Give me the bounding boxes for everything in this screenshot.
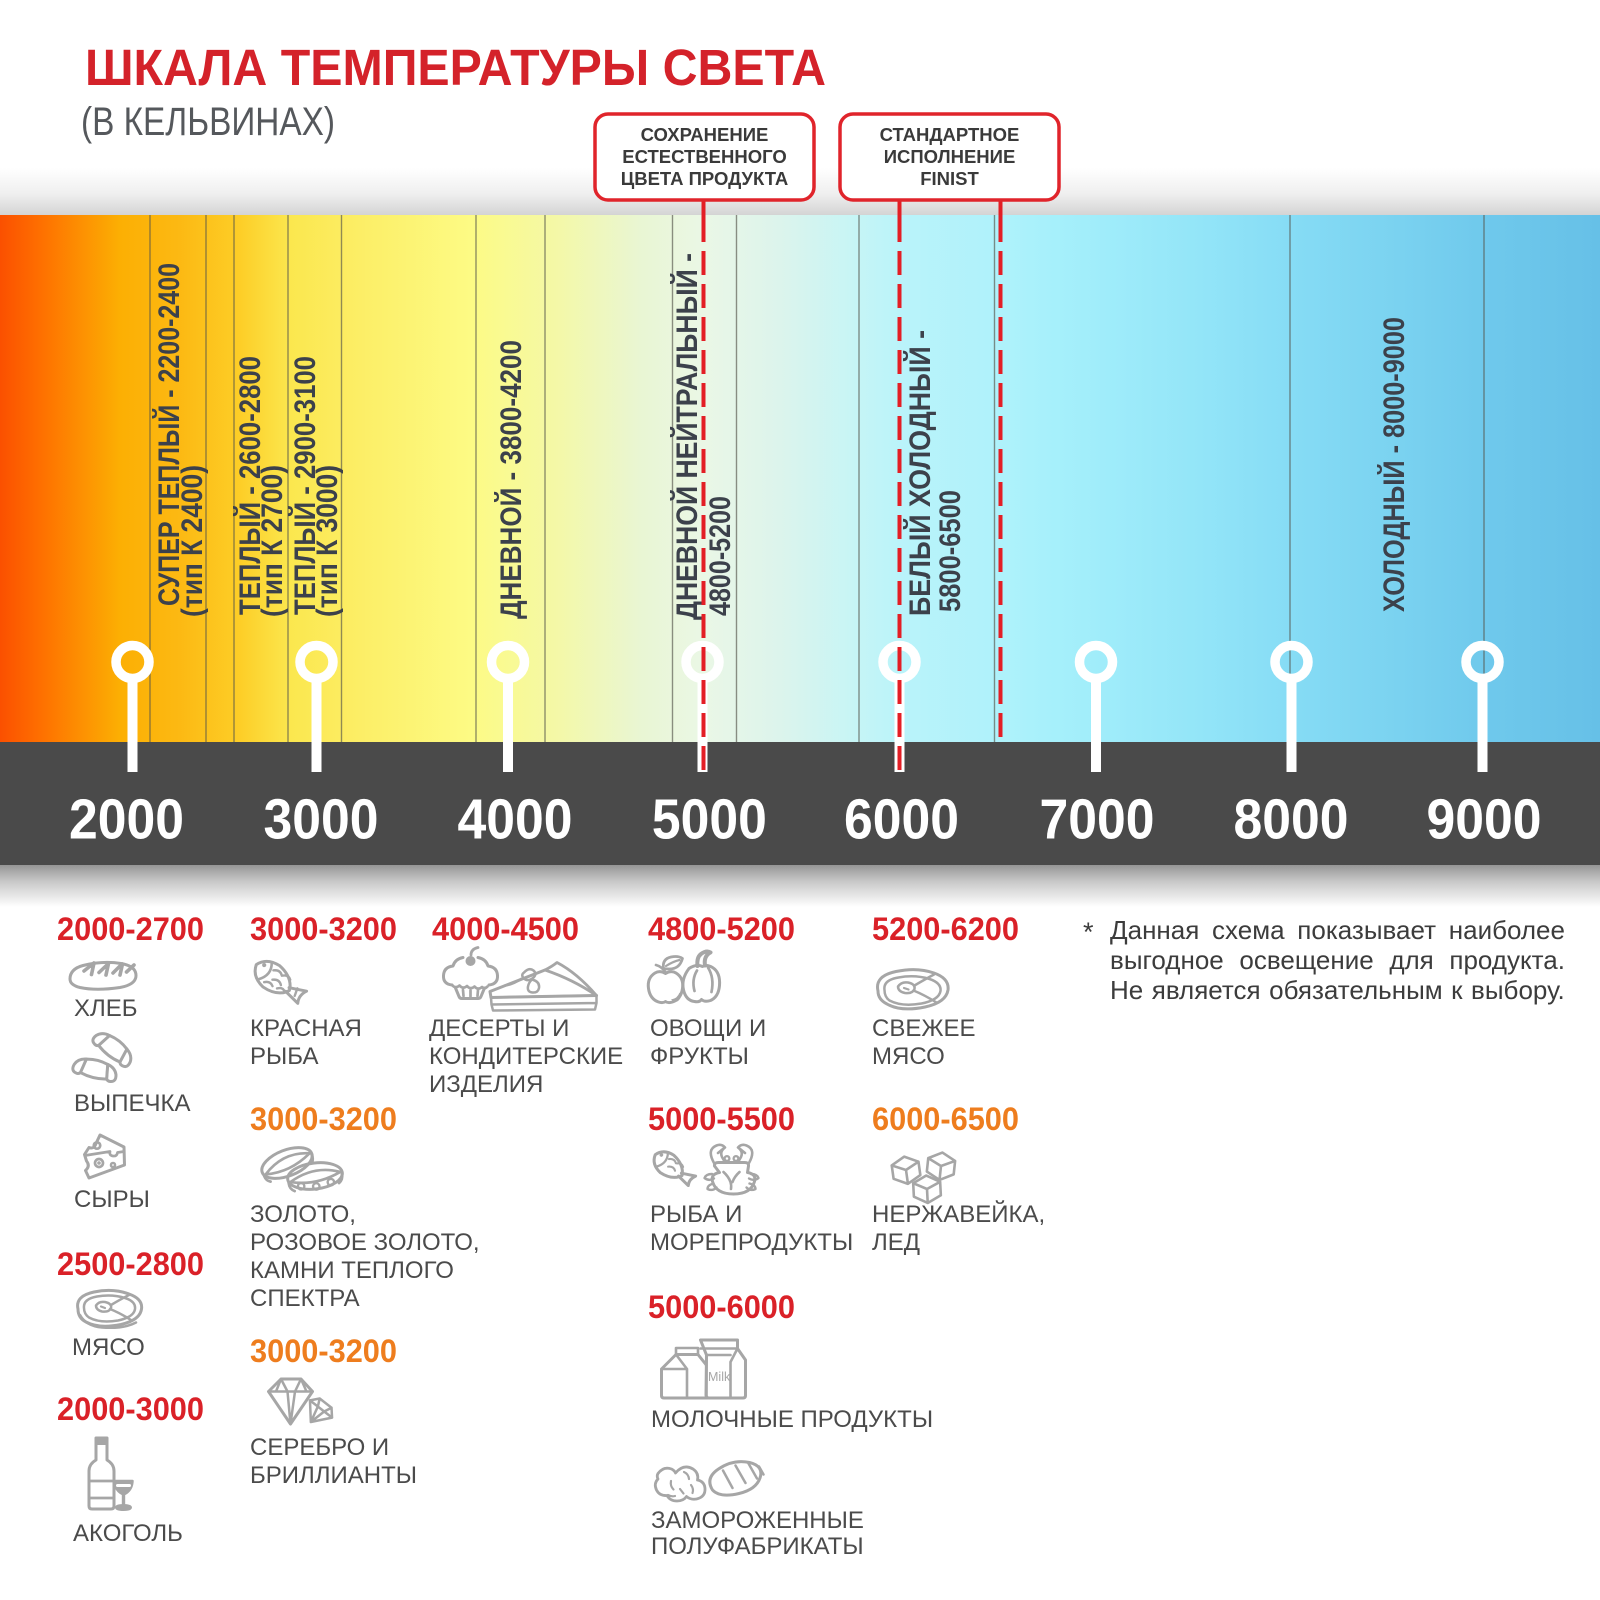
svg-text:4800-5200: 4800-5200 xyxy=(704,496,737,616)
svg-text:4800-5200: 4800-5200 xyxy=(648,911,795,947)
svg-text:КРАСНАЯ: КРАСНАЯ xyxy=(250,1015,362,1042)
svg-text:ЗАМОРОЖЕННЫЕ: ЗАМОРОЖЕННЫЕ xyxy=(651,1507,864,1534)
svg-text:ПОЛУФАБРИКАТЫ: ПОЛУФАБРИКАТЫ xyxy=(651,1533,864,1560)
svg-text:ИЗДЕЛИЯ: ИЗДЕЛИЯ xyxy=(429,1071,543,1098)
svg-text:(тип К 3000): (тип К 3000) xyxy=(311,465,344,617)
svg-text:3000-3200: 3000-3200 xyxy=(250,911,397,947)
svg-text:(тип К 2700): (тип К 2700) xyxy=(256,465,289,617)
svg-text:СТАНДАРТНОЕ: СТАНДАРТНОЕ xyxy=(880,124,1020,145)
svg-text:КАМНИ ТЕПЛОГО: КАМНИ ТЕПЛОГО xyxy=(250,1257,454,1284)
svg-text:РОЗОВОЕ ЗОЛОТО,: РОЗОВОЕ ЗОЛОТО, xyxy=(250,1229,480,1256)
svg-text:БЕЛЫЙ ХОЛОДНЫЙ -: БЕЛЫЙ ХОЛОДНЫЙ - xyxy=(903,330,937,616)
svg-text:ИСПОЛНЕНИЕ: ИСПОЛНЕНИЕ xyxy=(884,146,1016,167)
svg-text:*: * xyxy=(1083,917,1094,947)
svg-text:5000: 5000 xyxy=(652,788,767,852)
svg-text:АКОГОЛЬ: АКОГОЛЬ xyxy=(73,1520,183,1547)
svg-text:ДЕСЕРТЫ И: ДЕСЕРТЫ И xyxy=(429,1015,569,1042)
svg-text:2000-3000: 2000-3000 xyxy=(57,1391,204,1427)
svg-text:5000-5500: 5000-5500 xyxy=(648,1101,795,1137)
svg-text:Не является обязательным к выб: Не является обязательным к выбору. xyxy=(1110,975,1565,1005)
svg-text:8000: 8000 xyxy=(1234,788,1349,852)
svg-text:5800-6500: 5800-6500 xyxy=(934,490,967,612)
svg-text:ТЕПЛЫЙ - 2900-3100: ТЕПЛЫЙ - 2900-3100 xyxy=(288,356,322,615)
svg-text:ОВОЩИ И: ОВОЩИ И xyxy=(650,1015,766,1042)
svg-text:2000-2700: 2000-2700 xyxy=(57,911,204,947)
svg-text:ФРУКТЫ: ФРУКТЫ xyxy=(650,1043,749,1070)
svg-text:4000: 4000 xyxy=(458,788,573,852)
svg-text:МОРЕПРОДУКТЫ: МОРЕПРОДУКТЫ xyxy=(650,1229,853,1256)
svg-text:4000-4500: 4000-4500 xyxy=(432,911,579,947)
svg-text:5200-6200: 5200-6200 xyxy=(872,911,1019,947)
svg-text:СЫРЫ: СЫРЫ xyxy=(74,1186,150,1213)
svg-text:5000-6000: 5000-6000 xyxy=(648,1289,795,1325)
svg-text:ХОЛОДНЫЙ - 8000-9000: ХОЛОДНЫЙ - 8000-9000 xyxy=(1377,317,1411,612)
svg-text:Данная схема показывает наибол: Данная схема показывает наиболее xyxy=(1110,915,1565,945)
svg-text:(тип К 2400): (тип К 2400) xyxy=(176,465,209,617)
svg-text:3000-3200: 3000-3200 xyxy=(250,1101,397,1137)
svg-text:ШКАЛА ТЕМПЕРАТУРЫ СВЕТА: ШКАЛА ТЕМПЕРАТУРЫ СВЕТА xyxy=(85,39,826,96)
svg-text:2500-2800: 2500-2800 xyxy=(57,1246,204,1282)
svg-text:6000-6500: 6000-6500 xyxy=(872,1101,1019,1137)
svg-text:КОНДИТЕРСКИЕ: КОНДИТЕРСКИЕ xyxy=(429,1043,623,1070)
svg-text:ДНЕВНОЙ - 3800-4200: ДНЕВНОЙ - 3800-4200 xyxy=(494,340,528,619)
svg-text:ЗОЛОТО,: ЗОЛОТО, xyxy=(250,1201,356,1228)
svg-text:7000: 7000 xyxy=(1040,788,1155,852)
svg-text:СОХРАНЕНИЕ: СОХРАНЕНИЕ xyxy=(641,124,769,145)
svg-text:МОЛОЧНЫЕ ПРОДУКТЫ: МОЛОЧНЫЕ ПРОДУКТЫ xyxy=(651,1406,933,1433)
svg-text:ТЕПЛЫЙ - 2600-2800: ТЕПЛЫЙ - 2600-2800 xyxy=(233,356,267,615)
svg-text:МЯСО: МЯСО xyxy=(72,1334,145,1361)
svg-text:СПЕКТРА: СПЕКТРА xyxy=(250,1285,360,1312)
svg-text:РЫБА И: РЫБА И xyxy=(650,1201,742,1228)
svg-text:(В КЕЛЬВИНАХ): (В КЕЛЬВИНАХ) xyxy=(81,100,335,144)
svg-text:МЯСО: МЯСО xyxy=(872,1043,945,1070)
svg-text:ЕСТЕСТВЕННОГО: ЕСТЕСТВЕННОГО xyxy=(622,146,787,167)
svg-text:3000-3200: 3000-3200 xyxy=(250,1333,397,1369)
svg-text:ХЛЕБ: ХЛЕБ xyxy=(74,995,138,1022)
svg-text:выгодное освещение для продукт: выгодное освещение для продукта. xyxy=(1110,945,1565,975)
svg-text:РЫБА: РЫБА xyxy=(250,1043,318,1070)
svg-text:ЛЕД: ЛЕД xyxy=(872,1229,920,1256)
svg-text:СВЕЖЕЕ: СВЕЖЕЕ xyxy=(872,1015,976,1042)
svg-text:FINIST: FINIST xyxy=(920,168,979,189)
svg-text:6000: 6000 xyxy=(844,788,959,852)
svg-text:9000: 9000 xyxy=(1427,788,1542,852)
svg-text:2000: 2000 xyxy=(69,788,184,852)
svg-text:ЦВЕТА ПРОДУКТА: ЦВЕТА ПРОДУКТА xyxy=(621,168,789,189)
svg-text:БРИЛЛИАНТЫ: БРИЛЛИАНТЫ xyxy=(250,1462,417,1489)
svg-text:3000: 3000 xyxy=(264,788,379,852)
svg-text:СЕРЕБРО И: СЕРЕБРО И xyxy=(250,1434,389,1461)
svg-text:НЕРЖАВЕЙКА,: НЕРЖАВЕЙКА, xyxy=(872,1200,1045,1228)
svg-text:Milk: Milk xyxy=(708,1370,731,1384)
svg-text:ВЫПЕЧКА: ВЫПЕЧКА xyxy=(74,1090,191,1117)
svg-text:ДНЕВНОЙ НЕЙТРАЛЬНЫЙ -: ДНЕВНОЙ НЕЙТРАЛЬНЫЙ - xyxy=(670,253,704,620)
svg-text:СУПЕР ТЕПЛЫЙ - 2200-2400: СУПЕР ТЕПЛЫЙ - 2200-2400 xyxy=(152,263,186,606)
